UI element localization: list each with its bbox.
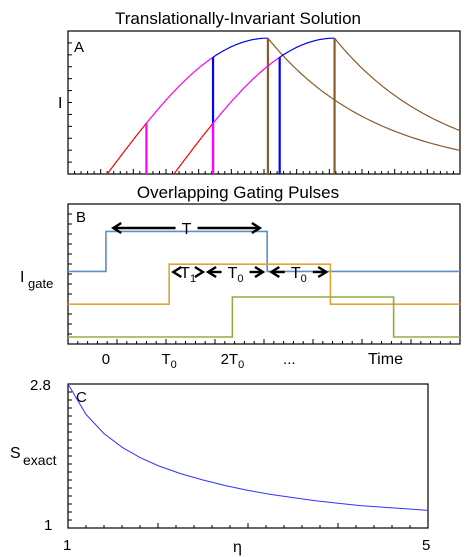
panel-b-annotation-label: T0 [228,265,244,285]
panel-c-series-line [67,383,429,511]
panel-b-frame [67,203,461,345]
panel-b-x-tick-label: T0 [162,351,177,371]
panel-b-arrowhead-right [317,265,329,279]
panel-b-gate-pulse [68,230,460,273]
panel-b-x-tick-label: 0 [102,351,110,368]
panel-b-gate-pulse [68,296,460,338]
panel-a-curve-segment [279,37,335,58]
panel-b-arrowhead-left [171,265,182,279]
panel-c-xtick-left: 1 [63,537,71,554]
panel-c-ylabel-sub: exact [23,452,57,468]
panel-b-arrowhead-right [251,221,263,235]
panel-a-letter: A [74,39,84,56]
panel-b-annotations: T T1 T0 T0 [110,221,329,285]
panel-b-annotation-label: T1 [180,265,196,285]
panel-a-curve-segment [212,37,268,58]
panel-a-curves [106,37,461,175]
panel-b-x-tick-labels: 0 T0 2T0... [102,351,296,371]
panel-a-curve-segment [106,122,147,175]
panel-b-arrowhead-right [254,265,266,279]
panel-a-ticks [68,42,454,174]
panel-b-arrowhead-left [205,265,217,279]
panel-b-title: Overlapping Gating Pulses [137,183,339,202]
panel-b-ylabel-sub: gate [28,276,53,291]
panel-b-annotation-label: T0 [291,265,307,285]
panel-c-ticks [68,391,411,528]
panel-c-xtick-right: 5 [422,537,430,554]
panel-b-annotation-label: T [182,221,192,238]
panel-c-ytick-bottom: 1 [44,517,52,534]
panel-c-letter: C [76,389,87,406]
panel-c-xlabel: η [233,539,242,556]
panel-b-ylabel-main: I [20,269,24,286]
panel-b-x-tick-label: ... [283,351,296,368]
panel-a-curve-segment [267,37,461,151]
panel-b-x-tick-label: 2T0 [221,351,245,371]
panel-a-title: Translationally-Invariant Solution [115,9,361,28]
panel-b-gate-pulse [68,263,460,305]
panel-c-ylabel-main: S [10,445,21,462]
panel-a-frame [67,30,461,175]
panel-a-curve-segment [173,122,214,175]
panel-c-ytick-top: 2.8 [30,377,51,394]
panel-b-pulses [68,230,460,338]
panel-b-xlabel: Time [368,351,403,368]
panel-c-curve [67,383,429,511]
panel-b-letter: B [76,209,86,226]
panel-a-curve-segment [212,56,281,124]
panel-b-arrowhead-left [110,221,122,235]
panel-a-ylabel: I [58,95,62,112]
panel-a-curve-segment [334,37,461,132]
panel-b-arrowhead-left [269,265,280,279]
panel-a-curve-segment [145,56,214,124]
panel-b-arrowhead-right [194,265,206,279]
panel-b-ticks [68,213,451,344]
